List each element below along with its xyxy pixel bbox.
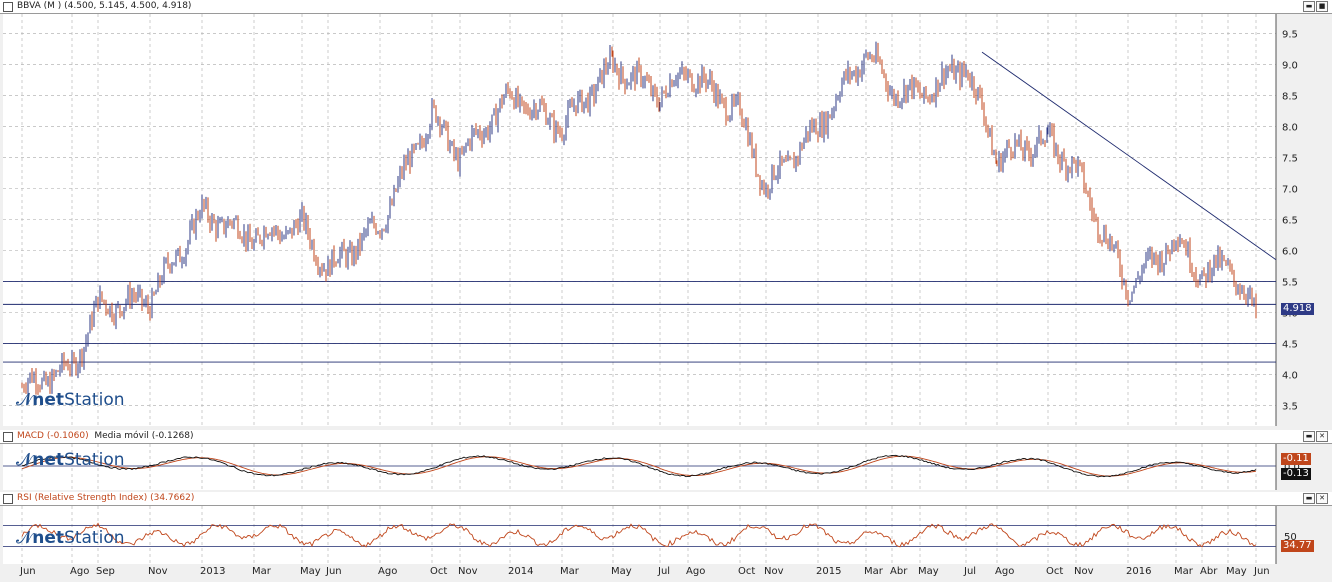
x-tick-label: 2016 <box>1126 566 1152 577</box>
x-tick-label: Jun <box>1254 566 1270 577</box>
x-tick-label: Sep <box>96 566 115 577</box>
price-chart[interactable]: 9.59.08.58.07.57.06.56.05.55.04.54.03.5 <box>0 14 1332 426</box>
x-tick-label: May <box>300 566 321 577</box>
x-tick-label: Mar <box>560 566 579 577</box>
price-panel: BBVA (M ) (4.500, 5.145, 4.500, 4.918) ▬… <box>0 0 1332 426</box>
netstation-logo: 𝓝netStation <box>16 450 125 470</box>
macd-value-label: -0.11 <box>1281 453 1311 465</box>
last-price-label: 4.918 <box>1281 303 1314 315</box>
rsi-y-tick: 50 <box>1284 532 1297 543</box>
rsi-chart[interactable]: 50 <box>0 506 1332 564</box>
x-tick-label: Mar <box>252 566 271 577</box>
plot-background <box>3 506 1276 564</box>
x-tick-label: Jun <box>20 566 36 577</box>
x-tick-label: Abr <box>1200 566 1218 577</box>
x-tick-label: May <box>611 566 632 577</box>
rsi-title: RSI (Relative Strength Index) (34.7662) <box>17 493 195 503</box>
macd-title: MACD (-0.1060) Media móvil (-0.1268) <box>17 431 194 441</box>
y-tick-label: 4.5 <box>1282 339 1298 350</box>
minimize-button[interactable]: ▬ <box>1303 1 1315 12</box>
x-tick-label: 2013 <box>200 566 226 577</box>
close-button[interactable]: ✕ <box>1316 493 1328 504</box>
x-tick-label: Jul <box>658 566 671 577</box>
x-tick-label: Oct <box>1046 566 1064 577</box>
minimize-button[interactable]: ▬ <box>1303 493 1315 504</box>
x-tick-label: Nov <box>1074 566 1094 577</box>
x-tick-label: Nov <box>764 566 784 577</box>
x-tick-label: Nov <box>148 566 168 577</box>
y-tick-label: 3.5 <box>1282 401 1298 412</box>
rsi-panel: RSI (Relative Strength Index) (34.7662) … <box>0 492 1332 564</box>
netstation-logo: 𝓝netStation <box>16 390 125 410</box>
x-tick-label: Ago <box>70 566 90 577</box>
macd-chart[interactable]: 0.0 <box>0 444 1332 490</box>
y-tick-label: 7.5 <box>1282 153 1298 164</box>
netstation-logo: 𝓝netStation <box>16 528 125 548</box>
x-tick-label: Oct <box>430 566 448 577</box>
x-tick-label: Ago <box>686 566 706 577</box>
rsi-line <box>21 522 1257 548</box>
y-tick-label: 8.0 <box>1282 122 1298 133</box>
price-panel-titlebar: BBVA (M ) (4.500, 5.145, 4.500, 4.918) ▬… <box>0 0 1332 14</box>
macd-signal-line <box>21 455 1257 477</box>
x-tick-label: Jul <box>964 566 977 577</box>
x-tick-label: Nov <box>458 566 478 577</box>
macd-y-tick: 0.0 <box>1284 462 1300 473</box>
plot-background <box>3 444 1276 490</box>
plot-background <box>3 14 1276 426</box>
y-tick-label: 6.0 <box>1282 246 1298 257</box>
macd-panel: MACD (-0.1060) Media móvil (-0.1268) ▬ ✕… <box>0 430 1332 490</box>
trendline <box>981 51 1277 261</box>
logo-icon: 𝓝 <box>16 528 33 548</box>
rsi-value-label: 34.77 <box>1281 540 1314 552</box>
rsi-titlebar: RSI (Relative Strength Index) (34.7662) … <box>0 492 1332 506</box>
x-tick-label: Mar <box>864 566 883 577</box>
maximize-button[interactable]: ■ <box>1316 1 1328 12</box>
x-tick-label: Oct <box>738 566 756 577</box>
macd-titlebar: MACD (-0.1060) Media móvil (-0.1268) ▬ ✕ <box>0 430 1332 444</box>
x-tick-label: Abr <box>890 566 908 577</box>
y-tick-label: 9.0 <box>1282 60 1298 71</box>
logo-icon: 𝓝 <box>16 450 33 470</box>
close-button[interactable]: ✕ <box>1316 431 1328 442</box>
panel-icon <box>3 2 13 12</box>
macd-signal-label: -0.13 <box>1281 468 1311 480</box>
y-tick-label: 6.5 <box>1282 215 1298 226</box>
minimize-button[interactable]: ▬ <box>1303 431 1315 442</box>
x-tick-label: May <box>1226 566 1247 577</box>
x-tick-label: May <box>918 566 939 577</box>
panel-icon <box>3 432 13 442</box>
x-tick-label: Ago <box>378 566 398 577</box>
logo-icon: 𝓝 <box>16 390 33 410</box>
y-tick-label: 8.5 <box>1282 91 1298 102</box>
x-tick-label: 2014 <box>508 566 534 577</box>
x-tick-label: Mar <box>1174 566 1193 577</box>
y-tick-label: 9.5 <box>1282 29 1298 40</box>
y-tick-label: 7.0 <box>1282 184 1298 195</box>
panel-icon <box>3 494 13 504</box>
x-tick-label: 2015 <box>816 566 842 577</box>
price-panel-title: BBVA (M ) (4.500, 5.145, 4.500, 4.918) <box>17 1 192 11</box>
x-tick-label: Ago <box>995 566 1015 577</box>
y-tick-label: 5.5 <box>1282 277 1298 288</box>
y-tick-label: 4.0 <box>1282 370 1298 381</box>
macd-line <box>21 454 1257 478</box>
x-tick-label: Jun <box>326 566 342 577</box>
